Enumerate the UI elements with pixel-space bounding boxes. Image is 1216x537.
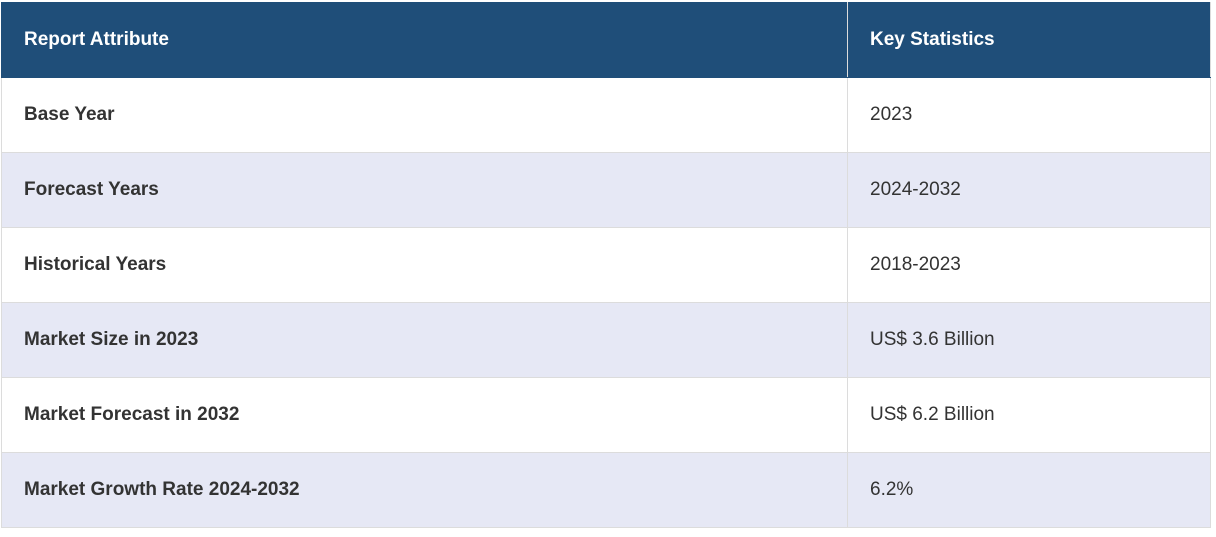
attribute-cell: Market Forecast in 2032 (1, 377, 848, 453)
table-row: Market Forecast in 2032 US$ 6.2 Billion (1, 377, 1211, 453)
table-row: Forecast Years 2024-2032 (1, 152, 1211, 228)
table-row: Market Growth Rate 2024-2032 6.2% (1, 452, 1211, 528)
value-cell: 2024-2032 (847, 152, 1211, 228)
header-cell: Report Attribute (1, 2, 848, 78)
table-row: Market Size in 2023 US$ 3.6 Billion (1, 302, 1211, 378)
stats-table: Report Attribute Key Statistics Base Yea… (1, 2, 1211, 528)
table-row: Base Year 2023 (1, 77, 1211, 153)
attribute-cell: Forecast Years (1, 152, 848, 228)
attribute-cell: Base Year (1, 77, 848, 153)
table-row: Historical Years 2018-2023 (1, 227, 1211, 303)
value-cell: 2023 (847, 77, 1211, 153)
attribute-cell: Market Growth Rate 2024-2032 (1, 452, 848, 528)
value-cell: US$ 6.2 Billion (847, 377, 1211, 453)
attribute-cell: Historical Years (1, 227, 848, 303)
table-body: Base Year 2023 Forecast Years 2024-2032 Hist… (1, 77, 1211, 528)
value-cell: 6.2% (847, 452, 1211, 528)
value-cell: 2018-2023 (847, 227, 1211, 303)
value-cell: US$ 3.6 Billion (847, 302, 1211, 378)
header-cell: Key Statistics (847, 2, 1211, 78)
attribute-cell: Market Size in 2023 (1, 302, 848, 378)
header-row: Report Attribute Key Statistics (1, 2, 1211, 78)
